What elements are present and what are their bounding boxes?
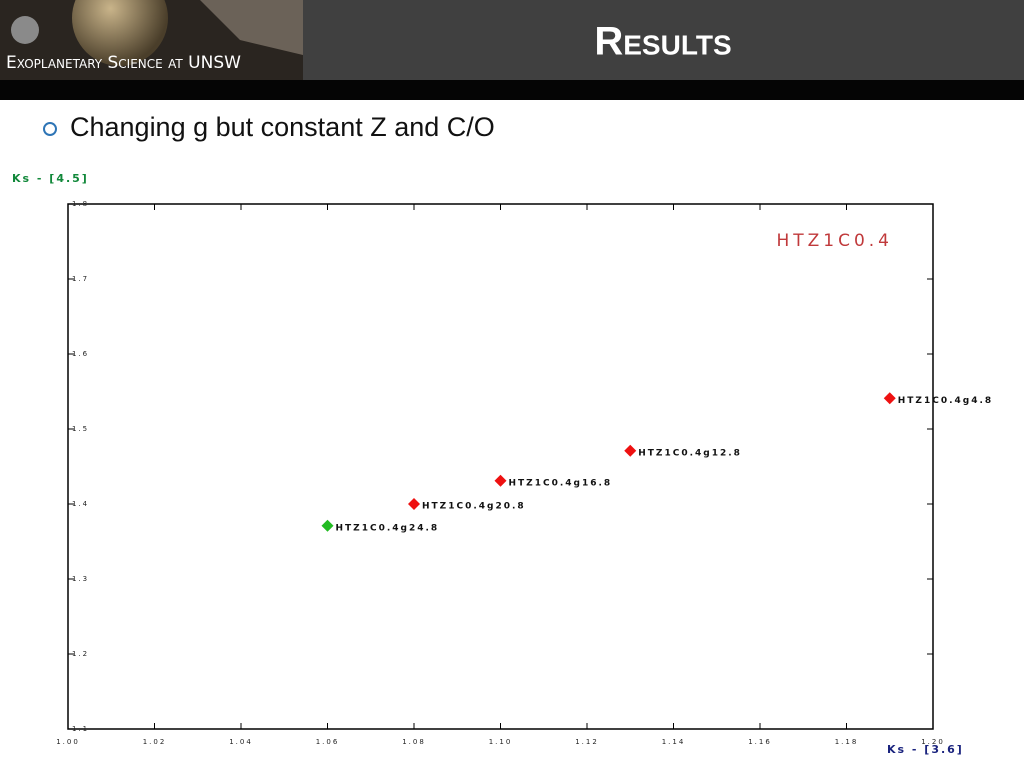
y-axis-label: Ks - [4.5] bbox=[12, 172, 89, 185]
point-label: HTZ1C0.4g16.8 bbox=[509, 478, 613, 488]
point-label: HTZ1C0.4g12.8 bbox=[638, 448, 742, 458]
bullet-marker bbox=[43, 122, 57, 136]
logo-text: Exoplanetary Science at UNSW bbox=[6, 53, 241, 73]
header-strip bbox=[0, 80, 1024, 100]
x-tick-label: 1.02 bbox=[143, 738, 167, 746]
y-tick-label: 1.6 bbox=[72, 350, 89, 358]
point-label: HTZ1C0.4g4.8 bbox=[898, 396, 993, 406]
y-tick-label: 1.7 bbox=[72, 275, 89, 283]
x-tick-label: 1.12 bbox=[575, 738, 599, 746]
x-tick-label: 1.10 bbox=[489, 738, 513, 746]
logo-moon bbox=[11, 16, 39, 44]
data-point bbox=[321, 519, 334, 532]
y-tick-label: 1.2 bbox=[72, 650, 89, 658]
point-label: HTZ1C0.4g20.8 bbox=[422, 502, 526, 512]
y-tick-label: 1.4 bbox=[72, 500, 89, 508]
logo-planet bbox=[72, 0, 168, 66]
point-label: HTZ1C0.4g24.8 bbox=[336, 523, 440, 533]
x-tick-label: 1.18 bbox=[835, 738, 859, 746]
data-point bbox=[408, 498, 420, 510]
x-tick-label: 1.08 bbox=[402, 738, 426, 746]
slide-title: Results bbox=[594, 20, 731, 64]
logo-rock bbox=[200, 0, 303, 55]
x-tick-label: 1.14 bbox=[662, 738, 686, 746]
x-tick-label: 1.04 bbox=[229, 738, 253, 746]
data-point bbox=[494, 474, 507, 487]
x-tick-label: 1.20 bbox=[921, 738, 945, 746]
plot-frame bbox=[67, 203, 934, 730]
y-tick-label: 1.8 bbox=[72, 200, 89, 208]
data-point bbox=[883, 392, 896, 405]
y-tick-label: 1.1 bbox=[72, 725, 89, 733]
x-axis-label: Ks - [3.6] bbox=[887, 743, 964, 756]
y-tick-label: 1.5 bbox=[72, 425, 89, 433]
data-point bbox=[624, 444, 637, 457]
x-tick-label: 1.06 bbox=[316, 738, 340, 746]
x-tick-label: 1.16 bbox=[748, 738, 772, 746]
y-tick-label: 1.3 bbox=[72, 575, 89, 583]
bullet-text: Changing g but constant Z and C/O bbox=[70, 112, 495, 142]
x-tick-label: 1.00 bbox=[56, 738, 80, 746]
annotation: HTZ1C0.4 bbox=[776, 231, 893, 251]
